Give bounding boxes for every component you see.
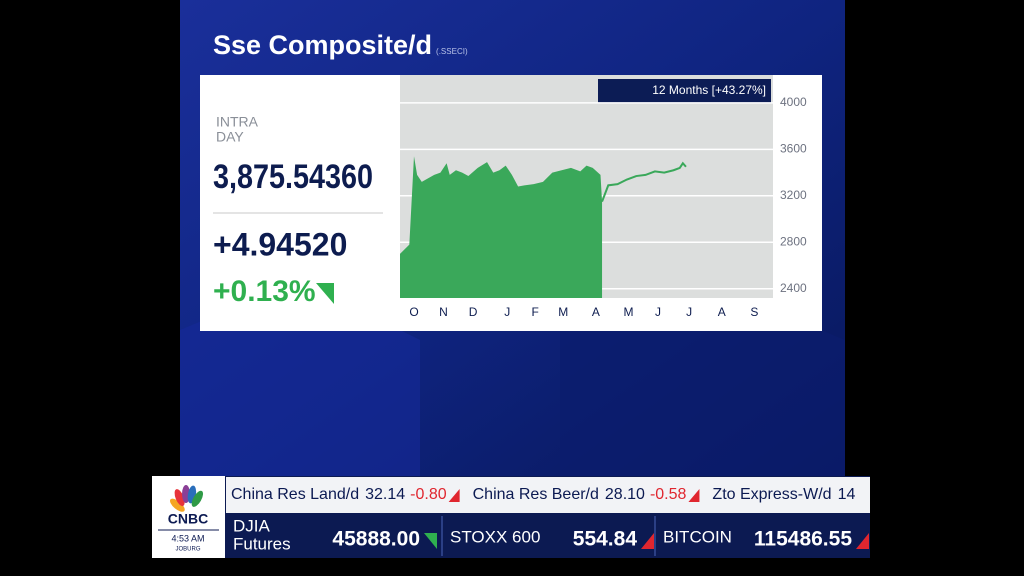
x-tick-label: F: [532, 305, 539, 319]
down-arrow: [316, 283, 334, 304]
mask: [870, 476, 1024, 558]
x-tick-label: J: [504, 305, 510, 319]
ticker-price: 32.14: [365, 486, 405, 503]
feather: [191, 490, 204, 507]
logo-city: JOBURG: [175, 547, 200, 553]
ticker-price: 554.84: [573, 528, 638, 551]
x-tick-label: O: [409, 305, 418, 319]
x-tick-label: N: [439, 305, 448, 319]
ticker-change: -0.80: [410, 486, 447, 503]
ticker-price: 28.10: [605, 486, 645, 503]
symbol: (.SSECI): [436, 47, 468, 56]
y-tick-label: 4000: [780, 95, 807, 109]
x-tick-label: M: [623, 305, 633, 319]
chart: 2400 2800 3200 3600 4000 O N D J F M A M J J A S: [400, 95, 807, 319]
area: [400, 156, 603, 298]
price: 3,875.54360: [213, 158, 373, 196]
y-tick-label: 2800: [780, 234, 807, 248]
x-tick-label: A: [592, 305, 600, 319]
ticker-name: Futures: [233, 534, 291, 553]
down-arrow: [424, 533, 437, 549]
ticker-price: 14: [838, 486, 856, 503]
ticker-change: -0.58: [650, 486, 687, 503]
ticker-name: Zto Express-W/d: [712, 486, 831, 503]
logo-time: 4:53 AM: [171, 533, 204, 543]
ticker-items: China Res Land/d 32.14 -0.80 China Res Beer…: [231, 486, 869, 556]
x-tick-label: A: [718, 305, 726, 319]
y-tick-label: 3200: [780, 188, 807, 202]
ticker-name: China Res Land/d: [231, 486, 359, 503]
up-arrow: [688, 489, 700, 502]
feather: [170, 498, 185, 512]
y-tick-label: 3600: [780, 142, 807, 156]
title: Sse Composite/d: [213, 30, 432, 60]
feather: [174, 489, 185, 507]
x-tick-label: M: [558, 305, 568, 319]
ticker-name: DJIA: [233, 516, 271, 535]
up-arrow: [641, 533, 654, 549]
ticker-price: 115486.55: [754, 528, 852, 551]
badge: 12 Months [+43.27%]: [652, 83, 766, 97]
x-tick-label: D: [469, 305, 478, 319]
change-pct: +0.13%: [213, 275, 316, 308]
ticker-price: 45888.00: [332, 528, 420, 551]
ticker-name: BITCOIN: [663, 527, 732, 546]
peacock: [170, 485, 204, 512]
badge-bg: [598, 79, 771, 103]
ticker-name: China Res Beer/d: [473, 486, 599, 503]
ticker-name: STOXX 600: [450, 527, 540, 546]
up-arrow: [448, 489, 460, 502]
up-arrow: [856, 533, 869, 549]
change: +4.94520: [213, 226, 347, 262]
quote-label: INTRA: [216, 114, 259, 130]
quote-label: DAY: [216, 129, 244, 145]
ticker-top: [226, 477, 870, 513]
x-tick-label: J: [655, 305, 661, 319]
y-tick-label: 2400: [780, 281, 807, 295]
logo-brand: CNBC: [168, 511, 208, 527]
x-tick-label: J: [686, 305, 692, 319]
line: [601, 161, 687, 202]
x-tick-label: S: [750, 305, 758, 319]
